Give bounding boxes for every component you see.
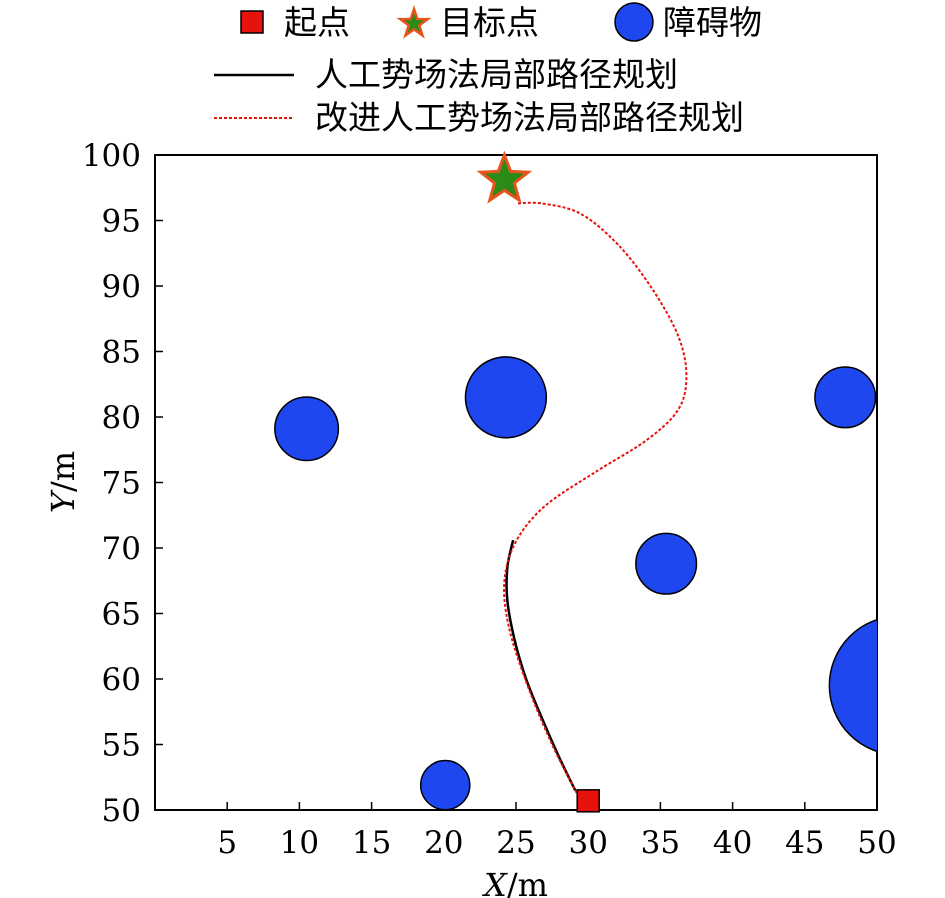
- x-tick-label: 10: [280, 825, 319, 861]
- obstacle-6: [828, 618, 877, 753]
- legend-goal-marker: [396, 5, 432, 39]
- apf-path: [505, 539, 577, 791]
- y-axis-var: Y: [44, 489, 82, 513]
- paths-layer: [503, 201, 688, 794]
- improved-apf-path: [503, 201, 688, 794]
- obstacle-4: [635, 532, 698, 595]
- legend-obstacle-label: 障碍物: [663, 3, 762, 42]
- start-marker: [576, 789, 600, 813]
- x-tick-label: 30: [568, 825, 607, 861]
- obstacle-1: [274, 396, 340, 462]
- x-tick-label: 25: [496, 825, 535, 861]
- obstacle-3: [814, 366, 877, 429]
- plot-frame: [154, 154, 878, 811]
- y-tick-label: 80: [102, 400, 141, 436]
- legend-goal-label: 目标点: [440, 3, 539, 42]
- x-axis-unit: /m: [507, 866, 548, 898]
- markers-layer: [476, 150, 600, 813]
- x-tick-label: 15: [352, 825, 391, 861]
- legend-start-marker: [240, 10, 264, 34]
- legend-start-label: 起点: [284, 3, 350, 42]
- x-axis-title: X/m: [481, 866, 548, 898]
- y-tick-label: 55: [102, 728, 141, 764]
- legend-obstacle-marker: [614, 2, 654, 42]
- y-tick-label: 95: [102, 204, 141, 240]
- y-tick-label: 65: [102, 597, 141, 633]
- x-tick-label: 50: [857, 825, 896, 861]
- axis-ticks: 5 10 15 20 25 30 35 40 45 50 50 55 60 65 70 75 80 85 90 95 1…: [82, 138, 897, 861]
- y-tick-label: 50: [102, 793, 141, 829]
- obstacle-5: [419, 759, 471, 810]
- y-tick-label: 85: [102, 335, 141, 371]
- goal-marker: [476, 150, 533, 204]
- y-tick-label: 90: [102, 269, 141, 305]
- x-tick-label: 40: [713, 825, 752, 861]
- y-tick-label: 70: [102, 531, 141, 567]
- obstacles-layer: [274, 356, 877, 810]
- x-tick-label: 35: [641, 825, 680, 861]
- obstacle-2: [464, 356, 548, 439]
- y-tick-label: 100: [82, 138, 141, 174]
- x-tick-label: 45: [785, 825, 824, 861]
- x-tick-label: 20: [424, 825, 463, 861]
- y-axis-unit: /m: [44, 451, 82, 492]
- x-tick-label: 5: [217, 825, 237, 861]
- x-axis-var: X: [481, 866, 508, 898]
- legend-apf-label: 人工势场法局部路径规划: [315, 55, 678, 94]
- legend-improved-label: 改进人工势场法局部路径规划: [315, 98, 744, 137]
- legend: 起点 目标点 障碍物 人工势场法局部路径规划 改进人工势场法局部路径规划: [214, 2, 762, 137]
- y-tick-label: 60: [102, 662, 141, 698]
- y-axis-title: Y/m: [44, 451, 82, 513]
- y-tick-label: 75: [102, 466, 141, 502]
